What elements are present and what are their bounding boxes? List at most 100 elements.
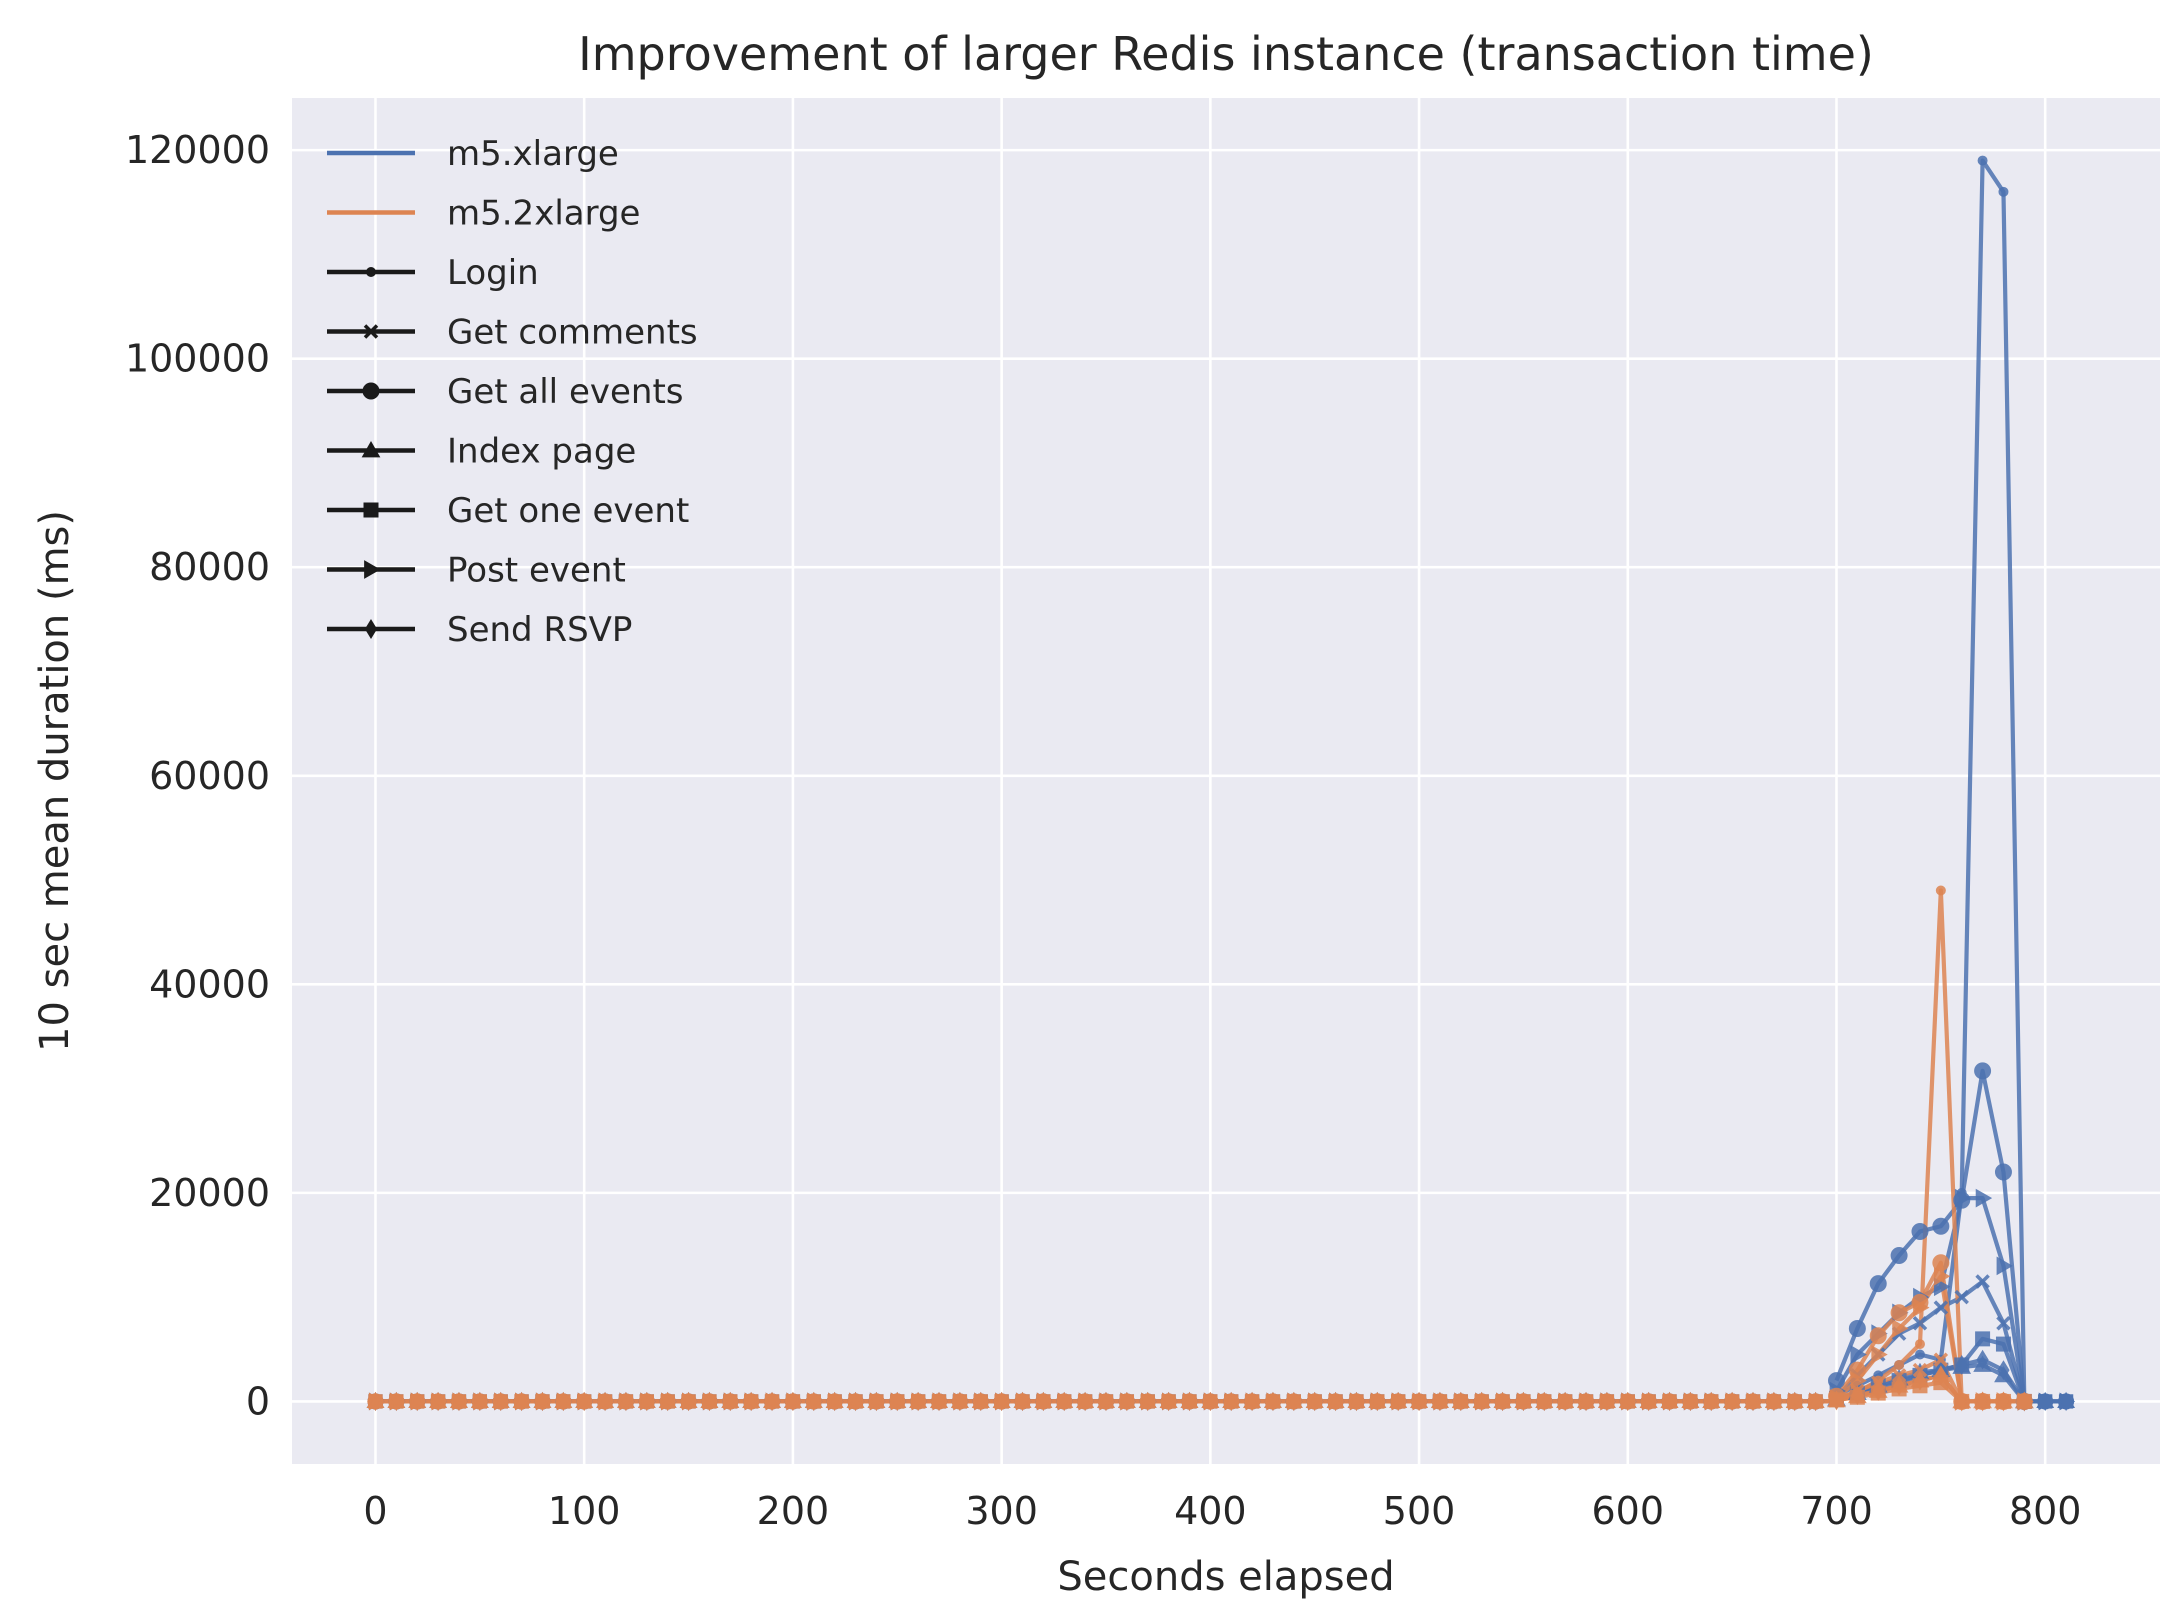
marker-thin-diamond bbox=[1162, 1391, 1175, 1411]
x-tick-labels: 0 100 200 300 400 500 600 700 800 bbox=[363, 1489, 2081, 1533]
marker-thin-diamond bbox=[807, 1391, 820, 1411]
grid-lines bbox=[292, 98, 2160, 1464]
legend-label: m5.2xlarge bbox=[447, 194, 640, 234]
marker-thin-diamond bbox=[766, 1391, 778, 1411]
marker-point bbox=[1914, 1349, 1925, 1360]
marker-thin-diamond bbox=[1747, 1391, 1759, 1411]
y-tick-label: 20000 bbox=[149, 1171, 270, 1215]
marker-x bbox=[1954, 1289, 1969, 1305]
marker-thin-diamond bbox=[411, 1391, 424, 1411]
marker-circle bbox=[1911, 1222, 1929, 1240]
marker-thin-diamond bbox=[1684, 1391, 1697, 1411]
marker-circle bbox=[1932, 1254, 1950, 1272]
marker-thin-diamond bbox=[1413, 1391, 1425, 1411]
marker-x bbox=[1912, 1315, 1928, 1331]
marker-thin-diamond bbox=[2039, 1391, 2052, 1411]
legend-label: Get comments bbox=[447, 313, 698, 353]
marker-thin-diamond bbox=[599, 1391, 611, 1411]
marker-square bbox=[363, 502, 379, 518]
y-tick-labels: 0 20000 40000 60000 80000 100000 120000 bbox=[125, 128, 270, 1423]
marker-point bbox=[1894, 1359, 1905, 1370]
x-tick-label: 300 bbox=[965, 1489, 1038, 1533]
marker-thin-diamond bbox=[1726, 1391, 1738, 1411]
marker-thin-diamond bbox=[1121, 1391, 1133, 1411]
marker-thin-diamond bbox=[1955, 1354, 1968, 1375]
x-tick-label: 200 bbox=[757, 1489, 830, 1533]
x-tick-label: 400 bbox=[1174, 1489, 1247, 1533]
y-tick-label: 40000 bbox=[149, 962, 270, 1006]
marker-thin-diamond bbox=[1976, 1349, 1989, 1370]
marker-thin-diamond bbox=[1434, 1391, 1446, 1411]
marker-thin-diamond bbox=[1872, 1381, 1885, 1401]
marker-thin-diamond bbox=[620, 1391, 632, 1411]
marker-thin-diamond bbox=[974, 1391, 987, 1411]
legend-label: Post event bbox=[447, 551, 626, 591]
marker-thin-diamond bbox=[1955, 1391, 1968, 1412]
x-tick-label: 600 bbox=[1592, 1489, 1665, 1533]
marker-thin-diamond bbox=[1934, 1365, 1947, 1386]
marker-triangle-right bbox=[1954, 1188, 1972, 1208]
marker-thin-diamond bbox=[1496, 1391, 1509, 1411]
marker-thin-diamond bbox=[1851, 1385, 1864, 1406]
marker-thin-diamond bbox=[1225, 1391, 1238, 1411]
x-tick-label: 0 bbox=[363, 1489, 387, 1533]
marker-thin-diamond bbox=[1392, 1391, 1404, 1411]
marker-thin-diamond bbox=[1559, 1391, 1571, 1411]
marker-thin-diamond bbox=[703, 1391, 716, 1411]
x-tick-label: 500 bbox=[1383, 1489, 1456, 1533]
marker-thin-diamond bbox=[661, 1391, 674, 1411]
marker-thin-diamond bbox=[912, 1391, 924, 1411]
marker-x bbox=[363, 324, 379, 339]
marker-circle bbox=[1869, 1327, 1887, 1345]
marker-point bbox=[1998, 186, 2009, 197]
marker-thin-diamond bbox=[453, 1391, 465, 1411]
marker-circle bbox=[1890, 1304, 1908, 1322]
marker-point bbox=[1914, 1339, 1925, 1350]
marker-thin-diamond bbox=[641, 1391, 653, 1411]
marker-x bbox=[1891, 1368, 1907, 1383]
marker-triangle-right bbox=[1975, 1188, 1993, 1208]
x-tick-label: 700 bbox=[1800, 1489, 1873, 1533]
marker-thin-diamond bbox=[1016, 1391, 1029, 1411]
marker-triangle-right bbox=[1850, 1345, 1867, 1364]
marker-thin-diamond bbox=[1997, 1360, 2010, 1381]
marker-circle bbox=[1994, 1163, 2012, 1181]
marker-thin-diamond bbox=[578, 1391, 591, 1411]
marker-x bbox=[1996, 1315, 2011, 1331]
marker-thin-diamond bbox=[1976, 1391, 1989, 1412]
marker-point bbox=[1977, 155, 1988, 166]
marker-x bbox=[1933, 1300, 1949, 1315]
marker-circle bbox=[1869, 1275, 1887, 1293]
marker-triangle-right bbox=[1850, 1371, 1867, 1390]
marker-thin-diamond bbox=[1246, 1391, 1258, 1411]
marker-thin-diamond bbox=[536, 1391, 549, 1411]
marker-triangle-right bbox=[1913, 1298, 1930, 1317]
marker-circle bbox=[362, 382, 380, 400]
marker-thin-diamond bbox=[1601, 1391, 1613, 1411]
markers-layer bbox=[366, 155, 2076, 1412]
legend-label: Index page bbox=[447, 432, 636, 472]
marker-thin-diamond bbox=[1705, 1391, 1718, 1411]
marker-triangle-right bbox=[1871, 1345, 1888, 1364]
marker-circle bbox=[1974, 1062, 1992, 1080]
marker-circle bbox=[1890, 1246, 1908, 1264]
marker-thin-diamond bbox=[1454, 1391, 1467, 1411]
marker-thin-diamond bbox=[891, 1391, 904, 1411]
marker-thin-diamond bbox=[995, 1391, 1008, 1411]
marker-thin-diamond bbox=[787, 1391, 799, 1411]
series-line bbox=[1834, 1068, 2027, 1402]
chart-title: Improvement of larger Redis instance (tr… bbox=[578, 27, 1874, 81]
marker-thin-diamond bbox=[1329, 1391, 1342, 1411]
marker-thin-diamond bbox=[1141, 1391, 1154, 1411]
marker-point bbox=[366, 267, 376, 277]
marker-x bbox=[1912, 1362, 1928, 1378]
marker-x bbox=[1933, 1352, 1949, 1367]
marker-thin-diamond bbox=[1893, 1375, 1906, 1396]
marker-thin-diamond bbox=[1079, 1391, 1091, 1411]
legend-label: Send RSVP bbox=[447, 610, 632, 650]
marker-thin-diamond bbox=[1788, 1391, 1801, 1411]
marker-circle bbox=[1932, 1217, 1950, 1235]
marker-thin-diamond bbox=[745, 1391, 757, 1411]
marker-thin-diamond bbox=[933, 1391, 945, 1411]
marker-thin-diamond bbox=[2060, 1391, 2072, 1411]
